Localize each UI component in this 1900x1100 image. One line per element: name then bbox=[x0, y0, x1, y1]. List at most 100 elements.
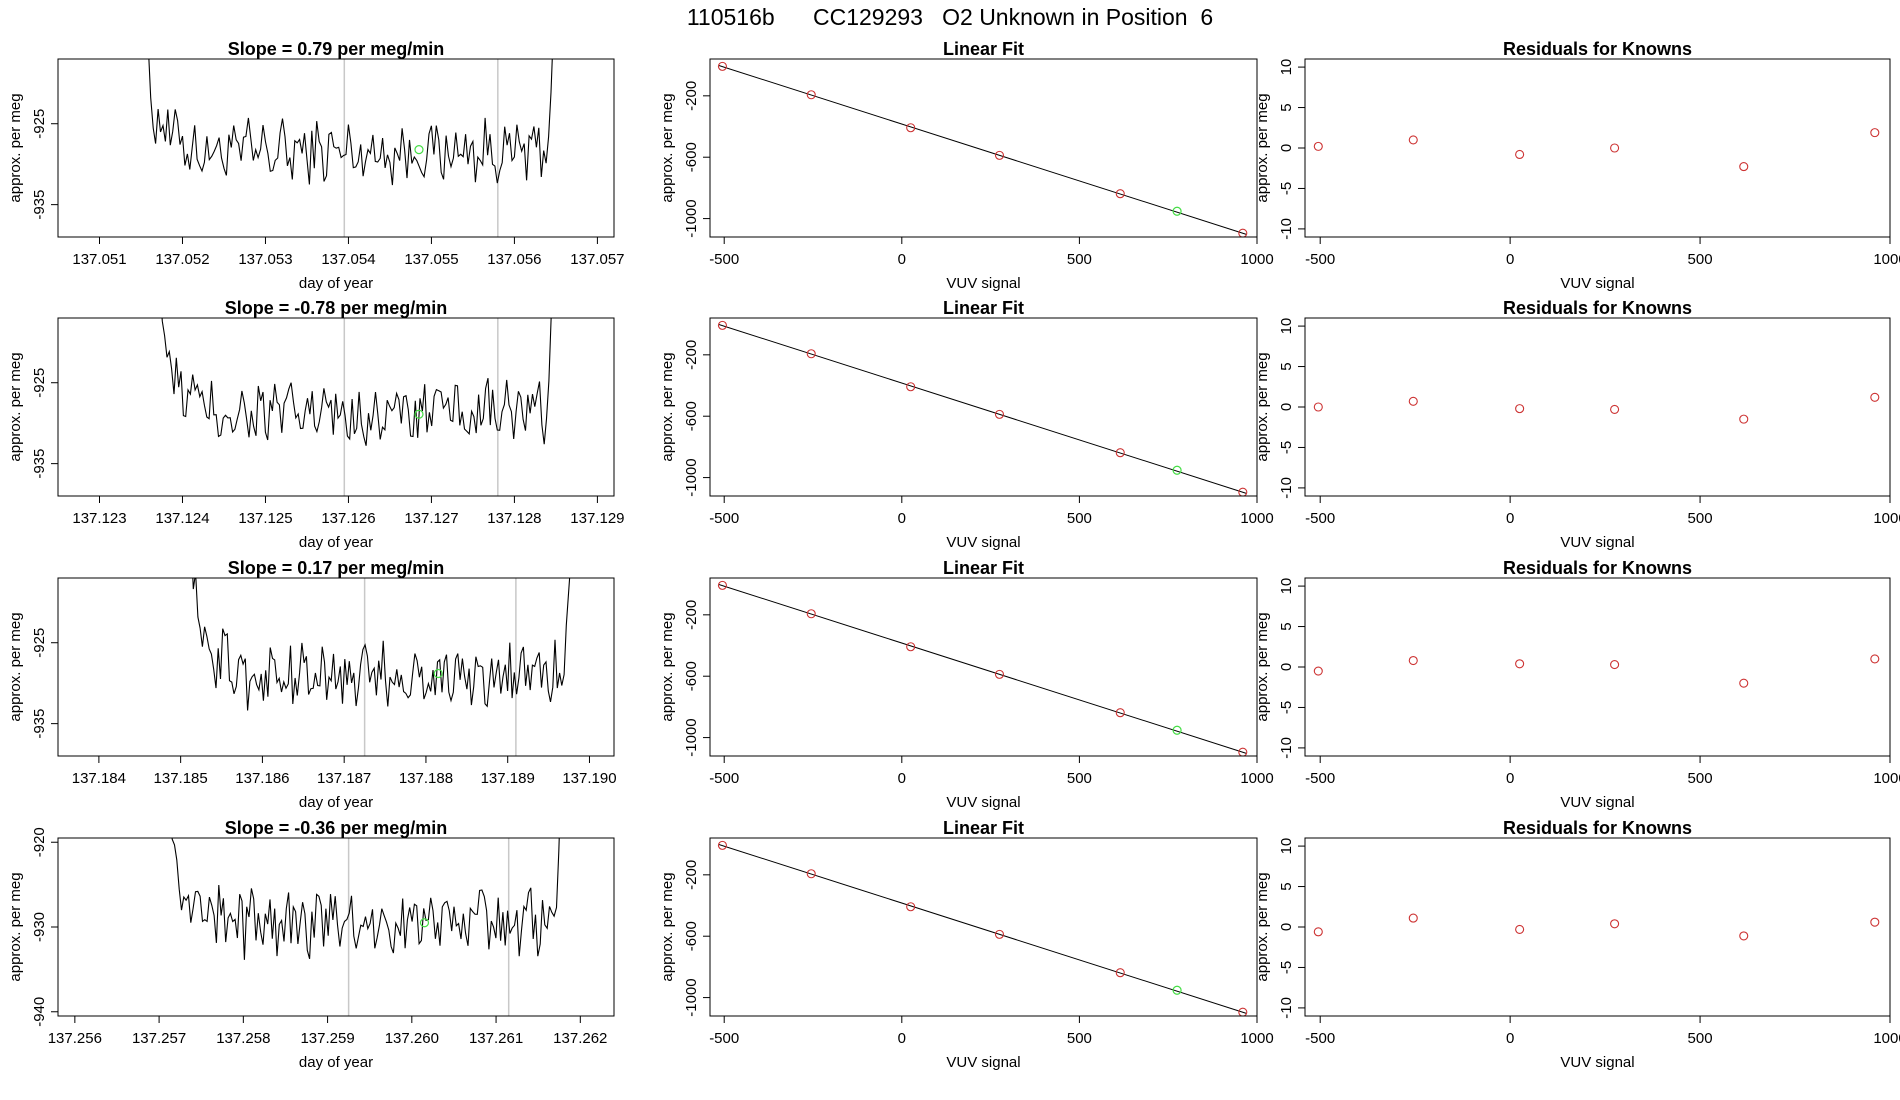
panel-title: Slope = -0.78 per meg/min bbox=[225, 298, 448, 318]
known-standard-point bbox=[906, 902, 916, 912]
x-tick-label: 137.256 bbox=[48, 1030, 102, 1047]
time-series-trace bbox=[171, 838, 560, 960]
x-tick-label: 500 bbox=[1067, 251, 1092, 268]
x-tick-label: -500 bbox=[709, 510, 739, 527]
x-axis-label: VUV signal bbox=[1560, 794, 1634, 811]
x-tick-label: 0 bbox=[1506, 770, 1514, 787]
panel-title: Slope = -0.36 per meg/min bbox=[225, 818, 448, 838]
y-tick-label: -920 bbox=[31, 827, 48, 857]
plot-area bbox=[1313, 392, 1880, 424]
fit-line bbox=[718, 324, 1247, 494]
x-tick-label: -500 bbox=[709, 1030, 739, 1047]
known-standard-point bbox=[1115, 189, 1125, 199]
residual-point bbox=[1313, 141, 1323, 151]
x-tick-label: 1000 bbox=[1873, 770, 1900, 787]
residual-point bbox=[1408, 655, 1418, 666]
x-tick-label: 137.051 bbox=[72, 251, 126, 268]
y-tick-label: 10 bbox=[1278, 59, 1295, 76]
x-tick-label: 1000 bbox=[1240, 251, 1273, 268]
known-standard-point bbox=[906, 642, 916, 652]
residual-point bbox=[1870, 654, 1880, 664]
residual-point bbox=[1870, 917, 1880, 927]
residual-point bbox=[1408, 913, 1418, 923]
panel-title: Linear Fit bbox=[943, 298, 1024, 318]
panel-title: Residuals for Knowns bbox=[1503, 39, 1692, 59]
panel-residuals-row-1: Residuals for Knowns VUV signal approx. pe… bbox=[1254, 39, 1900, 292]
residual-point bbox=[1515, 404, 1525, 414]
y-axis-label: approx. per meg bbox=[7, 93, 24, 202]
x-axis-label: VUV signal bbox=[946, 275, 1020, 292]
x-tick-label: 500 bbox=[1067, 1030, 1092, 1047]
x-tick-label: -500 bbox=[709, 251, 739, 268]
plot-frame bbox=[57, 58, 615, 238]
y-tick-label: -600 bbox=[683, 921, 700, 951]
unknown-sample-point bbox=[419, 918, 430, 928]
residual-point bbox=[1408, 135, 1418, 145]
residual-point bbox=[1739, 678, 1749, 688]
plot-area bbox=[192, 578, 571, 756]
residual-point bbox=[1408, 396, 1418, 406]
x-tick-label: 137.057 bbox=[570, 251, 624, 268]
y-tick-label: -10 bbox=[1278, 218, 1295, 240]
x-axis-label: day of year bbox=[299, 275, 373, 292]
y-tick-label: -940 bbox=[31, 997, 48, 1027]
y-tick-label: -600 bbox=[683, 142, 700, 172]
y-tick-label: -200 bbox=[683, 600, 700, 630]
known-standard-point bbox=[906, 382, 916, 392]
x-tick-label: 0 bbox=[1506, 510, 1514, 527]
x-tick-label: 137.054 bbox=[321, 251, 375, 268]
x-tick-label: 137.055 bbox=[404, 251, 458, 268]
x-tick-label: 137.123 bbox=[72, 510, 126, 527]
y-tick-label: 0 bbox=[1278, 923, 1295, 931]
x-tick-label: 137.127 bbox=[404, 510, 458, 527]
y-tick-label: -930 bbox=[31, 912, 48, 942]
y-tick-label: -600 bbox=[683, 661, 700, 691]
residual-point bbox=[1739, 162, 1749, 172]
y-tick-label: -1000 bbox=[683, 718, 700, 756]
x-tick-label: 1000 bbox=[1873, 251, 1900, 268]
y-axis-label: approx. per meg bbox=[659, 352, 676, 461]
x-axis-label: VUV signal bbox=[946, 794, 1020, 811]
y-tick-label: 10 bbox=[1278, 578, 1295, 595]
y-tick-label: -200 bbox=[683, 340, 700, 370]
x-tick-label: -500 bbox=[1305, 770, 1335, 787]
residual-point bbox=[1313, 402, 1323, 412]
residual-point bbox=[1610, 919, 1620, 929]
x-tick-label: 137.259 bbox=[300, 1030, 354, 1047]
unknown-sample-point bbox=[414, 145, 424, 155]
panel-time-series-row-3: Slope = 0.17 per meg/min day of year appro… bbox=[7, 558, 617, 811]
residual-point bbox=[1610, 660, 1620, 670]
panel-linear-fit-row-2: Linear Fit VUV signal approx. per meg -500 0… bbox=[659, 298, 1274, 551]
known-standard-point bbox=[994, 150, 1005, 160]
y-axis-label: approx. per meg bbox=[7, 612, 24, 721]
x-tick-label: 137.187 bbox=[317, 770, 371, 787]
fit-line bbox=[718, 65, 1247, 235]
y-tick-label: 0 bbox=[1278, 663, 1295, 671]
plot-frame bbox=[57, 837, 615, 1017]
plot-area bbox=[1313, 654, 1880, 688]
x-axis-label: VUV signal bbox=[946, 1054, 1020, 1071]
y-tick-label: 5 bbox=[1278, 103, 1295, 111]
residual-point bbox=[1610, 404, 1620, 414]
known-standard-point bbox=[1115, 968, 1125, 978]
known-standard-point bbox=[806, 349, 816, 359]
known-standard-point bbox=[1115, 708, 1125, 718]
y-tick-label: -5 bbox=[1278, 441, 1295, 454]
known-standard-point bbox=[906, 123, 916, 133]
x-tick-label: 137.052 bbox=[155, 251, 209, 268]
plot-frame bbox=[1304, 837, 1891, 1017]
fit-line bbox=[718, 844, 1247, 1014]
x-tick-label: 0 bbox=[898, 1030, 906, 1047]
x-tick-label: 137.056 bbox=[487, 251, 541, 268]
y-tick-label: 5 bbox=[1278, 622, 1295, 630]
unknown-sample-point bbox=[1172, 206, 1182, 216]
x-tick-label: 0 bbox=[898, 251, 906, 268]
x-tick-label: 137.190 bbox=[562, 770, 616, 787]
residual-point bbox=[1515, 924, 1525, 934]
y-axis-label: approx. per meg bbox=[659, 612, 676, 721]
x-tick-label: 137.185 bbox=[154, 770, 208, 787]
x-tick-label: 137.124 bbox=[155, 510, 209, 527]
panel-title: Linear Fit bbox=[943, 558, 1024, 578]
y-tick-label: 10 bbox=[1278, 838, 1295, 855]
residual-point bbox=[1515, 659, 1525, 669]
